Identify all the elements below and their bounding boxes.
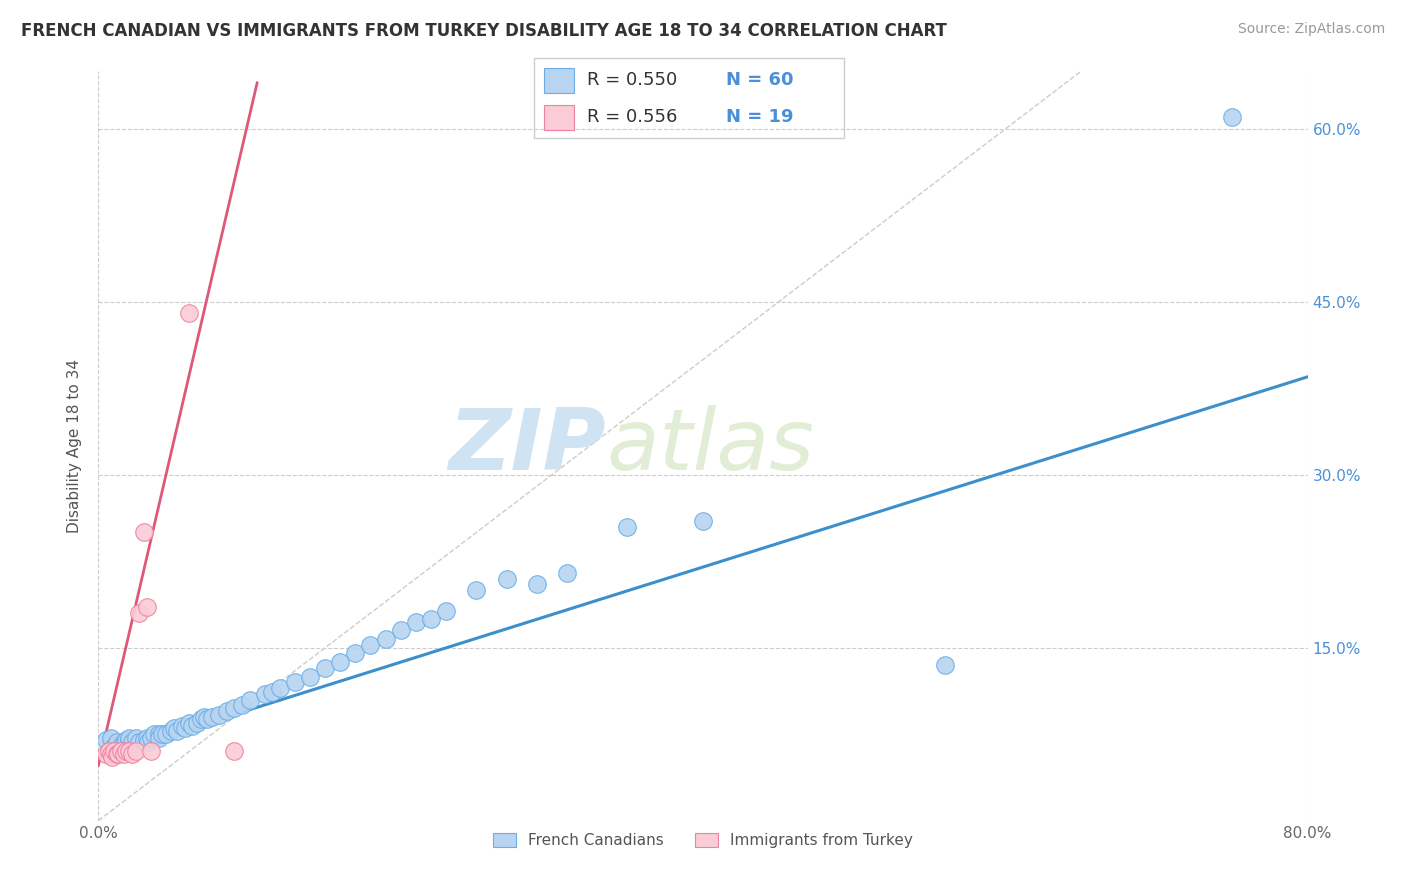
Text: N = 60: N = 60	[725, 71, 793, 89]
Point	[179, 306, 201, 320]
Point	[253, 687, 276, 701]
Point	[208, 707, 231, 722]
Text: ZIP: ZIP	[449, 404, 606, 488]
Point	[526, 577, 548, 591]
Point	[100, 731, 122, 745]
Point	[163, 722, 186, 736]
Point	[269, 681, 291, 695]
Text: N = 19: N = 19	[725, 109, 793, 127]
Point	[155, 727, 177, 741]
Point	[181, 719, 204, 733]
Point	[405, 615, 427, 630]
Point	[465, 583, 488, 598]
Point	[118, 731, 141, 745]
Point	[195, 712, 218, 726]
Point	[616, 519, 638, 533]
Point	[262, 684, 284, 698]
Point	[118, 744, 141, 758]
Point	[360, 639, 382, 653]
Point	[224, 744, 246, 758]
Point	[1220, 111, 1243, 125]
Point	[112, 735, 135, 749]
Point	[284, 675, 307, 690]
Point	[141, 731, 163, 745]
Point	[118, 733, 141, 747]
Point	[141, 744, 163, 758]
Text: R = 0.550: R = 0.550	[586, 71, 678, 89]
Point	[201, 710, 224, 724]
Text: R = 0.556: R = 0.556	[586, 109, 678, 127]
Point	[114, 744, 136, 758]
Point	[374, 632, 396, 646]
Point	[555, 566, 578, 580]
Point	[344, 647, 367, 661]
Point	[389, 624, 412, 638]
Point	[107, 747, 129, 761]
Text: atlas: atlas	[606, 404, 814, 488]
Point	[692, 514, 714, 528]
Point	[148, 727, 170, 741]
Point	[314, 661, 336, 675]
Point	[125, 731, 148, 745]
Legend: French Canadians, Immigrants from Turkey: French Canadians, Immigrants from Turkey	[486, 827, 920, 855]
Text: Source: ZipAtlas.com: Source: ZipAtlas.com	[1237, 22, 1385, 37]
Point	[103, 744, 125, 758]
Point	[94, 733, 117, 747]
Point	[100, 747, 122, 761]
Point	[94, 747, 117, 761]
Point	[160, 723, 183, 738]
Point	[239, 692, 262, 706]
Point	[125, 744, 148, 758]
Point	[170, 719, 193, 733]
Point	[101, 750, 124, 764]
Point	[215, 704, 238, 718]
Bar	[544, 68, 575, 94]
Point	[136, 735, 159, 749]
Point	[112, 747, 135, 761]
Point	[121, 735, 143, 749]
Text: FRENCH CANADIAN VS IMMIGRANTS FROM TURKEY DISABILITY AGE 18 TO 34 CORRELATION CH: FRENCH CANADIAN VS IMMIGRANTS FROM TURKE…	[21, 22, 948, 40]
Point	[132, 525, 155, 540]
Point	[329, 655, 352, 669]
Point	[148, 731, 170, 745]
Point	[224, 700, 246, 714]
Point	[179, 715, 201, 730]
Point	[934, 658, 956, 673]
Point	[132, 733, 155, 747]
Point	[135, 600, 157, 615]
Point	[143, 727, 166, 741]
Point	[98, 744, 121, 758]
Point	[103, 739, 125, 753]
Point	[128, 735, 150, 749]
Point	[150, 727, 173, 741]
Point	[135, 731, 157, 745]
Point	[166, 723, 188, 738]
Point	[495, 572, 517, 586]
Point	[231, 698, 253, 713]
Point	[110, 744, 132, 758]
Point	[299, 669, 322, 683]
Point	[173, 722, 195, 736]
Point	[121, 747, 143, 761]
Point	[105, 735, 128, 749]
Point	[114, 733, 136, 747]
Point	[110, 739, 132, 753]
Point	[128, 606, 150, 620]
Point	[186, 715, 208, 730]
Point	[420, 612, 443, 626]
Point	[434, 604, 457, 618]
Bar	[544, 104, 575, 130]
Point	[193, 710, 215, 724]
Point	[190, 712, 212, 726]
Point	[105, 747, 128, 761]
Y-axis label: Disability Age 18 to 34: Disability Age 18 to 34	[67, 359, 83, 533]
